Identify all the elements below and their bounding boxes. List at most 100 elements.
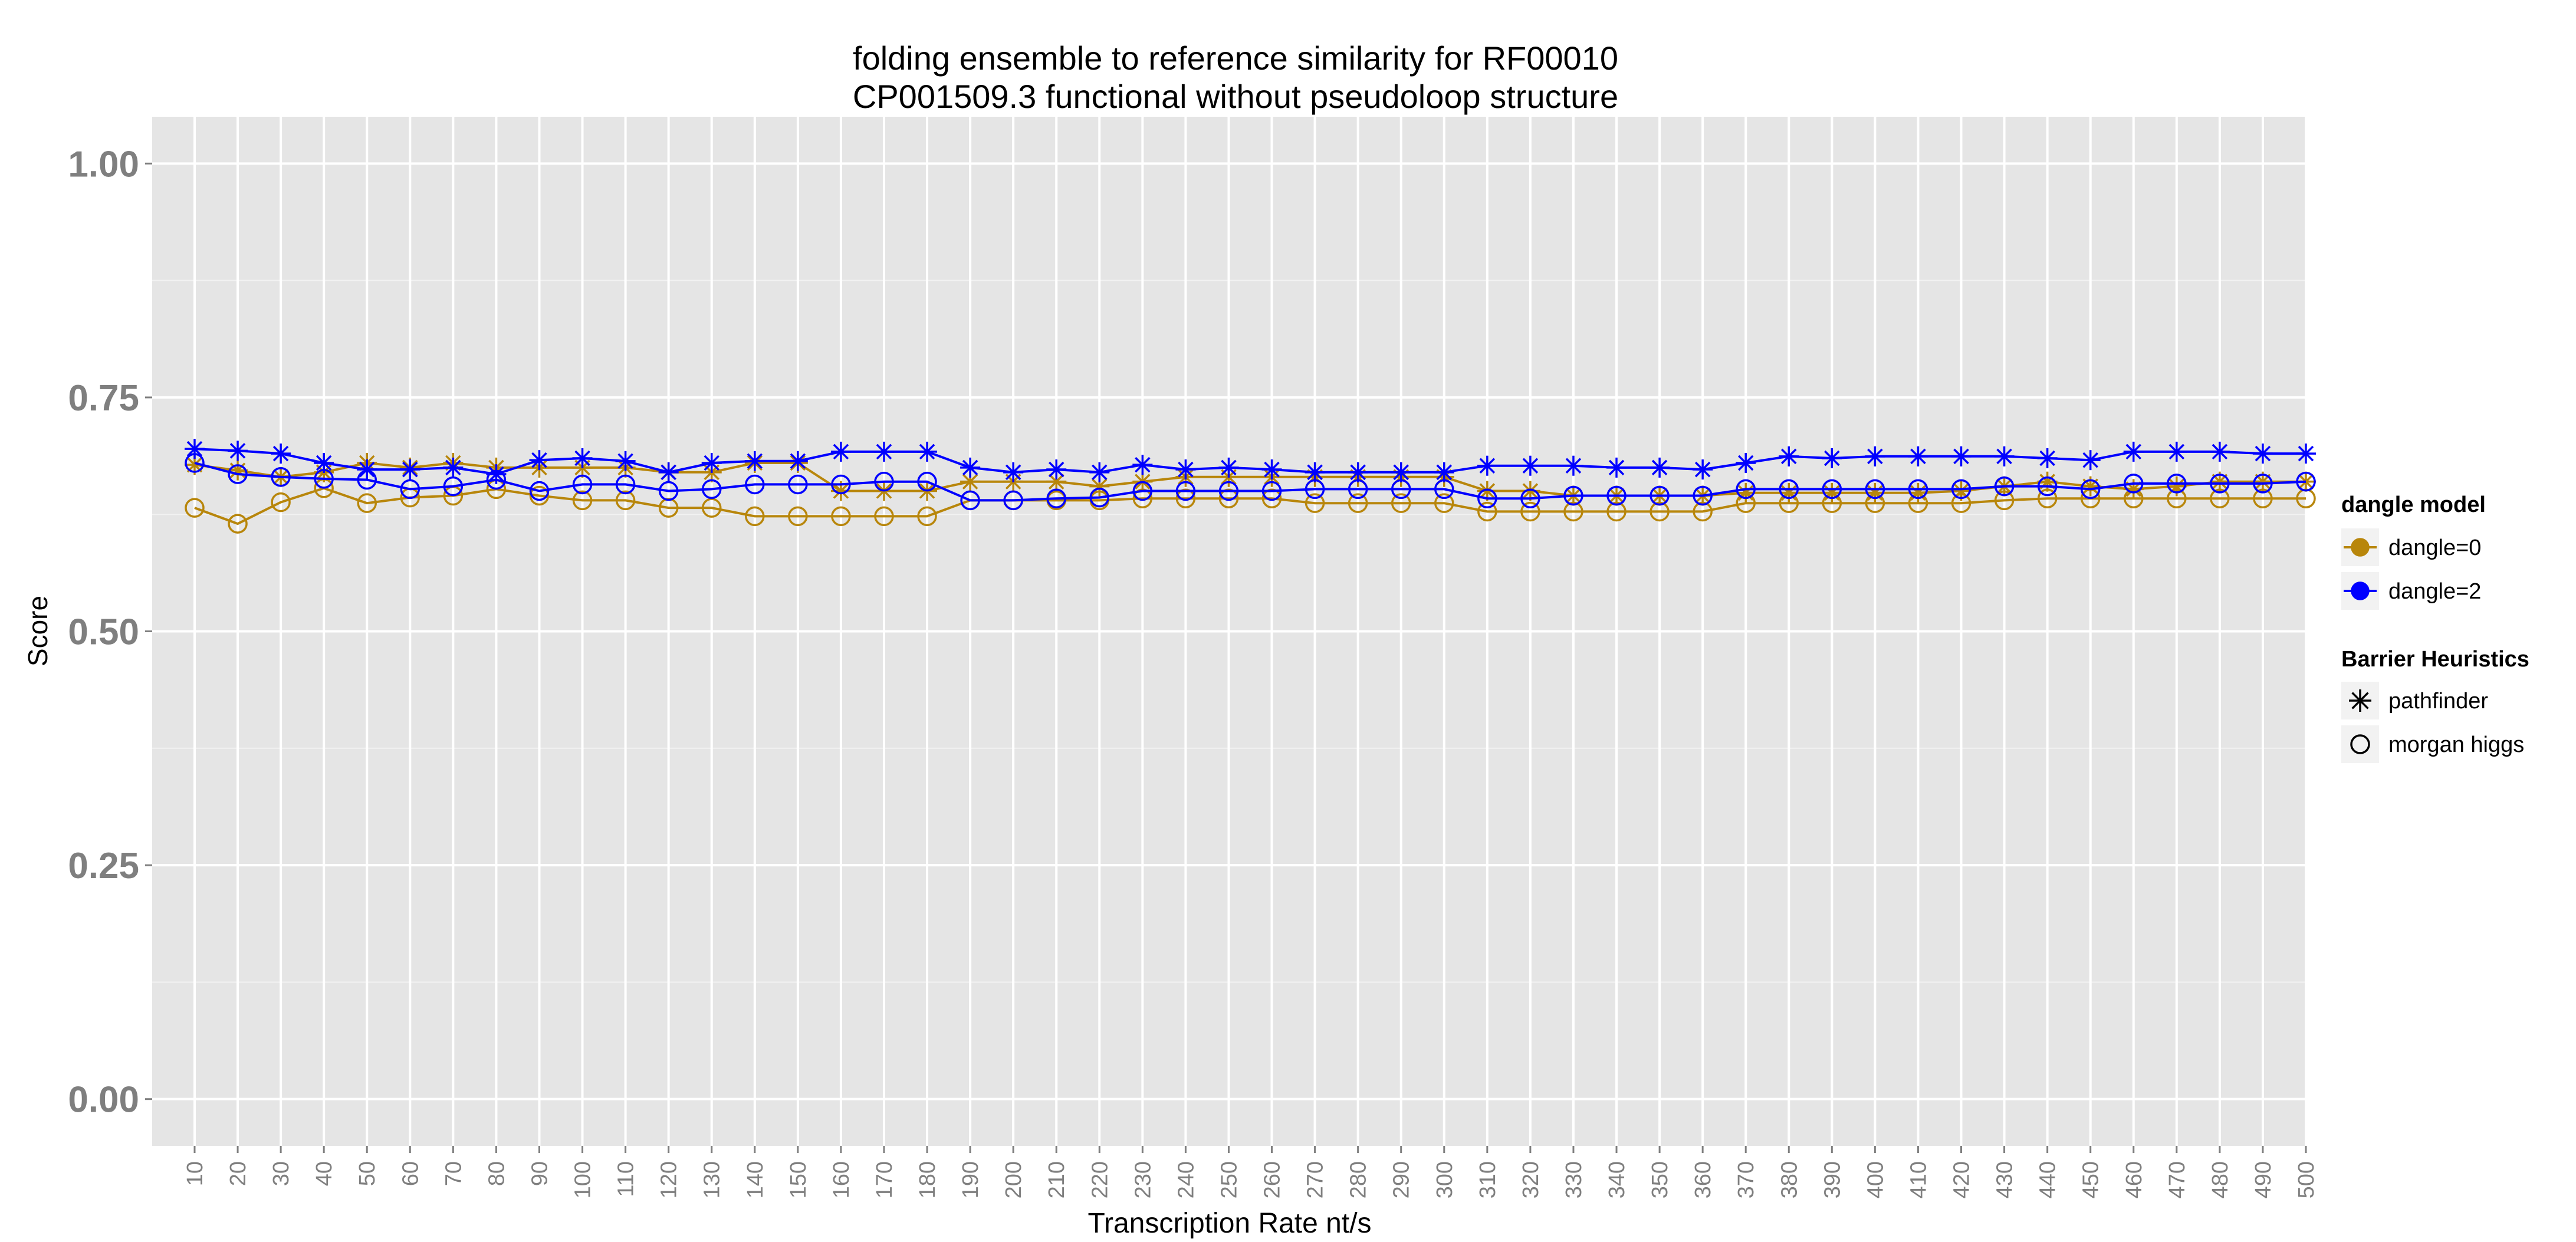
data-point-dangle-0-morgan-higgs [1132,488,1153,508]
data-point-dangle-2-morgan-higgs [1218,481,1239,501]
x-tick-label: 220 [1087,1161,1112,1198]
legend-color-title: dangle model [2341,492,2486,517]
y-tick-label: 0.25 [68,846,139,886]
x-axis-label: Transcription Rate nt/s [1087,1208,1371,1239]
data-point-dangle-2-morgan-higgs [658,481,679,501]
x-tick-label: 160 [829,1161,854,1198]
y-tick-label: 0.75 [68,378,139,419]
data-point-dangle-2-morgan-higgs [2296,471,2316,492]
legend-key-marker [2350,734,2370,754]
x-tick-label: 140 [743,1161,768,1198]
data-point-dangle-2-morgan-higgs [1908,479,1928,500]
data-point-dangle-2-pathfinder [1822,448,1842,469]
x-tick-label: 10 [183,1161,208,1186]
x-tick-label: 40 [312,1161,337,1186]
data-point-dangle-2-morgan-higgs [1693,485,1713,506]
x-tick-label: 270 [1303,1161,1328,1198]
data-point-dangle-0-morgan-higgs [2124,488,2144,508]
y-axis: 0.00 0.25 0.50 0.75 1.00 [68,144,152,1121]
data-point-dangle-2-pathfinder [1261,459,1282,480]
legend: dangle model dangle=0 dangle=2 Barrier He… [2341,492,2529,763]
data-point-dangle-0-morgan-higgs [1606,501,1627,522]
data-point-dangle-2-pathfinder [443,457,464,478]
data-point-dangle-2-pathfinder [1477,455,1497,476]
data-point-dangle-0-morgan-higgs [185,498,205,518]
x-tick-label: 460 [2122,1161,2147,1198]
data-point-dangle-2-morgan-higgs [228,464,248,484]
data-point-dangle-2-morgan-higgs [1951,479,1972,500]
data-point-dangle-2-morgan-higgs [1391,479,1411,500]
data-point-dangle-2-morgan-higgs [1520,488,1540,508]
data-point-dangle-2-pathfinder [1089,462,1110,482]
data-point-dangle-0-morgan-higgs [1477,501,1497,522]
data-point-dangle-0-morgan-higgs [831,506,851,527]
data-point-dangle-2-pathfinder [357,459,377,480]
legend-item-color: dangle=2 [2341,572,2481,610]
data-point-dangle-2-morgan-higgs [615,474,636,495]
data-point-dangle-2-pathfinder [2123,441,2144,462]
data-point-dangle-0-morgan-higgs [917,506,937,527]
x-tick-label: 60 [398,1161,423,1186]
x-tick-label: 490 [2251,1161,2276,1198]
data-point-dangle-2-pathfinder [271,443,291,464]
legend-key-bg [2341,725,2379,763]
x-tick-label: 130 [700,1161,725,1198]
y-tick-label: 0.50 [68,612,139,653]
data-point-dangle-2-pathfinder [400,459,420,480]
x-tick-label: 300 [1432,1161,1457,1198]
data-point-dangle-2-pathfinder [228,441,248,461]
x-tick-label: 390 [1820,1161,1845,1198]
x-tick-label: 200 [1001,1161,1026,1198]
data-point-dangle-0-morgan-higgs [1348,493,1368,513]
x-tick-label: 120 [657,1161,682,1198]
data-point-dangle-0-morgan-higgs [1305,493,1325,513]
x-tick-label: 430 [1993,1161,2018,1198]
data-point-dangle-0-morgan-higgs [1865,493,1885,513]
data-point-dangle-2-pathfinder [2252,443,2273,464]
data-point-dangle-2-pathfinder [2296,443,2316,464]
x-tick-label: 500 [2294,1161,2319,1198]
data-point-dangle-0-morgan-higgs [1520,501,1540,522]
data-point-dangle-2-morgan-higgs [1046,488,1066,508]
x-tick-label: 450 [2079,1161,2104,1198]
data-point-dangle-2-morgan-higgs [486,469,507,490]
data-point-dangle-2-pathfinder [701,452,722,473]
data-point-dangle-2-pathfinder [1520,455,1540,476]
data-point-dangle-2-morgan-higgs [185,453,205,473]
x-tick-label: 320 [1519,1161,1543,1198]
data-point-dangle-2-pathfinder [2080,450,2101,471]
data-point-dangle-2-morgan-higgs [1865,479,1885,500]
legend-item-label: dangle=2 [2388,579,2481,604]
data-point-dangle-2-morgan-higgs [2253,474,2273,494]
data-point-dangle-0-morgan-higgs [2253,488,2273,508]
data-point-dangle-2-pathfinder [1046,459,1067,480]
data-point-dangle-2-morgan-higgs [2080,479,2101,500]
x-tick-label: 50 [355,1161,380,1186]
chart-title-line1: folding ensemble to reference similarity… [853,40,1618,77]
x-tick-label: 410 [1906,1161,1931,1198]
data-point-dangle-0-morgan-higgs [1736,493,1756,513]
legend-item-shape: pathfinder [2341,682,2488,719]
data-point-dangle-2-morgan-higgs [1563,485,1583,506]
legend-shape-title: Barrier Heuristics [2341,647,2529,672]
data-point-dangle-0-morgan-higgs [874,506,894,527]
data-point-dangle-2-pathfinder [2166,441,2187,462]
x-tick-label: 70 [441,1161,466,1186]
legend-item-color: dangle=0 [2341,528,2481,566]
data-point-dangle-2-morgan-higgs [1822,479,1842,500]
x-tick-label: 480 [2208,1161,2233,1198]
data-point-dangle-0-morgan-higgs [745,506,765,527]
x-tick-label: 230 [1131,1161,1155,1198]
data-point-dangle-0-morgan-higgs [1951,493,1972,513]
data-point-dangle-2-pathfinder [1908,446,1928,466]
data-point-dangle-2-morgan-higgs [443,476,464,497]
data-point-dangle-2-pathfinder [787,451,808,471]
data-point-dangle-2-morgan-higgs [2210,474,2230,494]
data-point-dangle-2-morgan-higgs [1175,481,1196,501]
y-tick-label: 0.00 [68,1080,139,1121]
data-point-dangle-2-morgan-higgs [1089,487,1110,508]
x-tick-label: 210 [1044,1161,1069,1198]
legend-color-items: dangle=0 dangle=2 [2341,528,2481,610]
x-tick-label: 380 [1777,1161,1802,1198]
